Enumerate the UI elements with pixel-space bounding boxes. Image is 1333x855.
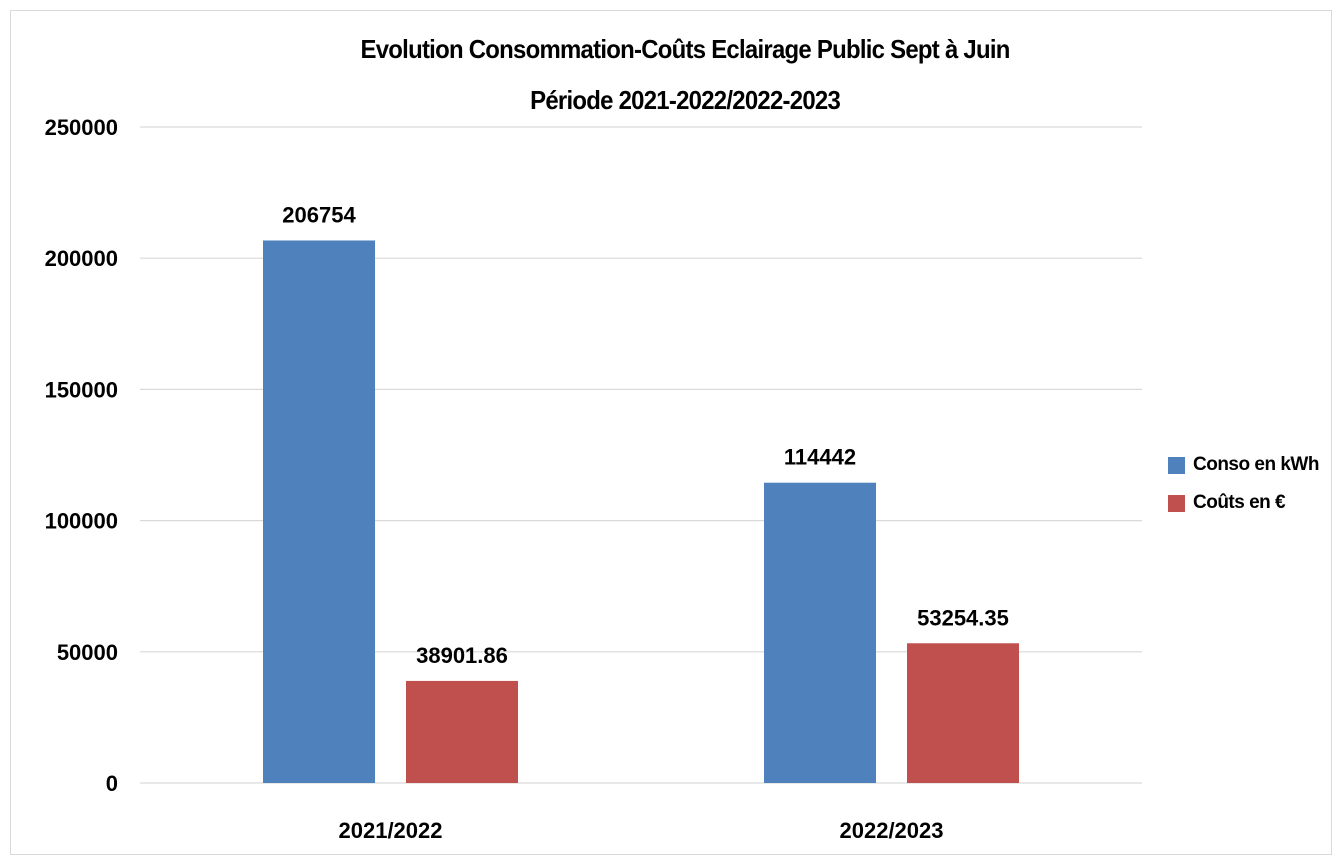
- chart-frame: [10, 10, 1332, 855]
- chart-title: Evolution Consommation-Coûts Eclairage P…: [360, 34, 1010, 64]
- bar-series-2-1: [406, 680, 518, 783]
- legend-item-series-2: Coûts en €: [1168, 486, 1319, 520]
- legend-label-series-1: Conso en kWh: [1193, 454, 1319, 475]
- data-label-series-1-2: 114442: [784, 445, 856, 470]
- bar-series-2-2: [907, 643, 1019, 783]
- legend-swatch-series-2: [1168, 494, 1185, 512]
- y-tick-label-0: 0: [106, 771, 118, 796]
- bar-series-1-1: [263, 240, 375, 783]
- y-tick-label-5: 250000: [45, 115, 118, 140]
- data-label-series-2-2: 53254.35: [917, 605, 1009, 630]
- bar-series-1-2: [764, 482, 876, 783]
- y-tick-label-1: 50000: [57, 640, 118, 665]
- data-label-series-1-1: 206754: [282, 202, 356, 227]
- y-tick-label-2: 100000: [45, 509, 118, 534]
- chart-subtitle: Période 2021-2022/2022-2023: [530, 85, 841, 115]
- x-tick-label-1: 2021/2022: [339, 818, 443, 843]
- y-tick-label-4: 200000: [45, 246, 118, 271]
- legend-label-series-2: Coûts en €: [1193, 492, 1286, 513]
- data-label-series-2-1: 38901.86: [416, 643, 508, 668]
- y-tick-label-3: 150000: [45, 377, 118, 402]
- legend-item-series-1: Conso en kWh: [1168, 448, 1319, 482]
- x-tick-label-2: 2022/2023: [840, 818, 944, 843]
- legend: Conso en kWh Coûts en €: [1168, 448, 1319, 524]
- legend-swatch-series-1: [1168, 456, 1185, 474]
